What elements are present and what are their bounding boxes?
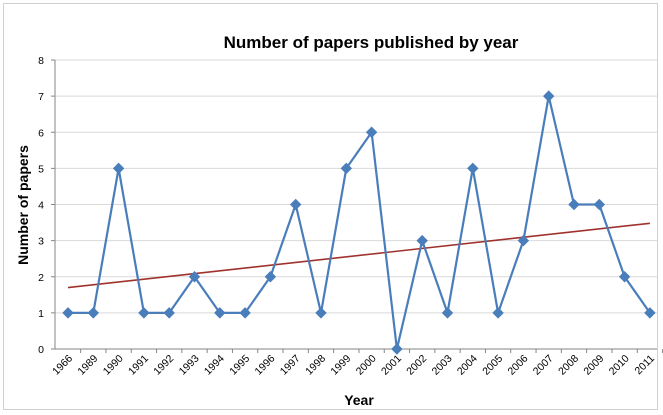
data-point-2003 (441, 307, 454, 319)
y-tick-label-6: 6 (38, 127, 44, 139)
gridlines (55, 59, 657, 314)
data-point-1993 (188, 271, 201, 283)
y-tick-label-0: 0 (38, 344, 44, 356)
x-tick-label-2009: 2009 (581, 353, 606, 378)
x-tick-label-1999: 1999 (328, 353, 353, 378)
data-point-2002 (416, 234, 428, 247)
data-point-2005 (492, 307, 504, 319)
x-tick-label-1993: 1993 (177, 353, 202, 378)
x-tick-label-2004: 2004 (455, 353, 480, 378)
data-point-2009 (593, 198, 606, 211)
x-tick-label-1996: 1996 (253, 353, 278, 378)
x-axis-title: Year (344, 392, 374, 408)
data-point-2008 (568, 198, 580, 211)
x-tick-label-2010: 2010 (607, 353, 632, 378)
y-tick-label-2: 2 (38, 272, 44, 284)
x-tick-label-2007: 2007 (531, 353, 556, 378)
x-tick-label-2008: 2008 (556, 353, 581, 378)
x-tick-label-1991: 1991 (126, 353, 151, 378)
data-point-1997 (289, 198, 302, 211)
x-tick-label-2002: 2002 (404, 353, 429, 378)
data-point-1999 (340, 162, 353, 175)
data-point-2001 (391, 343, 403, 355)
x-tick-label-2001: 2001 (379, 353, 404, 378)
y-tick-label-8: 8 (38, 55, 44, 67)
data-point-1992 (163, 307, 175, 319)
y-tick-label-3: 3 (38, 236, 44, 248)
y-tick-label-1: 1 (38, 308, 44, 320)
axes (51, 59, 663, 353)
x-tick-label-2005: 2005 (480, 353, 505, 378)
data-point-1990 (112, 162, 125, 175)
trendline (67, 222, 650, 289)
data-point-2000 (365, 126, 378, 138)
data-point-2006 (517, 234, 530, 247)
x-tick-label-1989: 1989 (75, 353, 100, 378)
y-axis-title: Number of papers (15, 145, 31, 265)
data-point-2011 (644, 307, 656, 319)
y-tick-label-4: 4 (38, 200, 44, 212)
y-tick-label-7: 7 (38, 91, 44, 103)
x-tick-label-1998: 1998 (303, 353, 328, 378)
x-tick-label-1966: 1966 (50, 353, 75, 378)
x-tick-label-1995: 1995 (227, 353, 252, 378)
data-point-2007 (542, 90, 555, 102)
x-tick-label-1994: 1994 (202, 353, 227, 378)
data-point-1966 (62, 307, 74, 319)
data-point-1996 (264, 271, 277, 283)
data-point-1994 (214, 307, 226, 319)
data-point-1995 (239, 307, 251, 319)
x-tick-label-2000: 2000 (354, 353, 379, 378)
x-tick-label-1997: 1997 (278, 353, 303, 378)
series-group (62, 90, 656, 355)
data-point-2004 (467, 162, 479, 175)
y-tick-label-5: 5 (38, 163, 44, 175)
chart-title: Number of papers published by year (224, 33, 519, 52)
data-point-1989 (87, 307, 100, 319)
x-tick-label-2006: 2006 (506, 353, 531, 378)
data-point-1998 (315, 307, 327, 319)
data-point-2010 (618, 271, 631, 283)
series-line-0 (68, 95, 651, 351)
x-tick-label-2003: 2003 (430, 353, 455, 378)
x-tick-label-1992: 1992 (151, 353, 176, 378)
trendline-group (67, 222, 650, 289)
data-point-1991 (138, 307, 150, 319)
x-tick-label-2011: 2011 (633, 353, 658, 378)
x-tick-label-1990: 1990 (101, 353, 126, 378)
